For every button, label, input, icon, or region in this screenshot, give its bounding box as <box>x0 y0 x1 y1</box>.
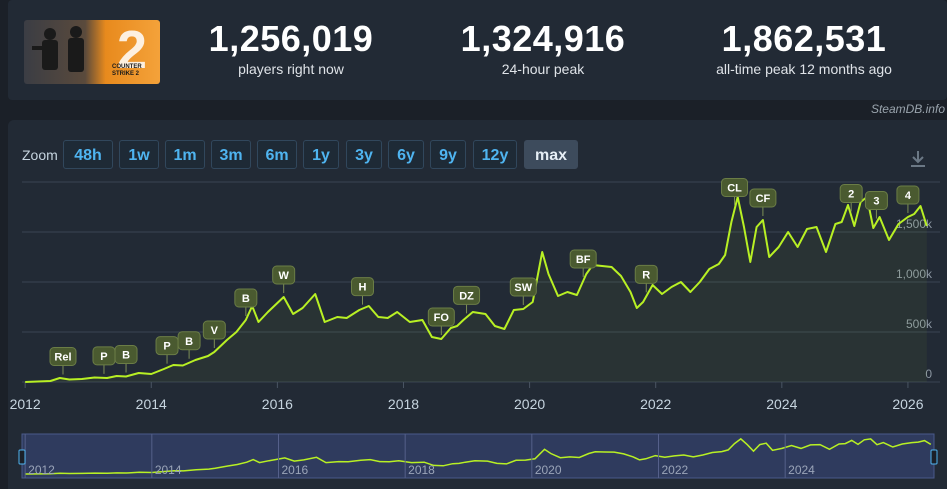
series-area <box>25 197 927 382</box>
zoom-6m-button[interactable]: 6m <box>257 140 297 169</box>
annotation-flag <box>351 277 374 297</box>
zoom-12y-button[interactable]: 12y <box>473 140 517 169</box>
annotation-label: BF <box>576 254 591 266</box>
game-logo-text: COUNTER STRIKE 2 <box>112 64 142 77</box>
zoom-1y-button[interactable]: 1y <box>303 140 339 169</box>
x-tick-label: 2026 <box>892 396 923 412</box>
annotation-flag <box>509 277 537 297</box>
series-line <box>25 196 928 383</box>
stat-current-players: 1,256,019 players right now <box>196 18 386 78</box>
zoom-6y-button[interactable]: 6y <box>388 140 424 169</box>
annotation-label: CL <box>727 183 742 195</box>
current-players-label: players right now <box>238 61 344 77</box>
range-handle-icon[interactable] <box>930 449 938 465</box>
annotation-flag <box>839 184 863 203</box>
y-tick-label: 1,000k <box>896 267 933 281</box>
annotation-flag <box>721 178 749 197</box>
stats-header: 2 COUNTER STRIKE 2 1,256,019 players rig… <box>8 0 947 100</box>
all-time-peak-label: all-time peak 12 months ago <box>716 61 892 77</box>
annotation-label: 3 <box>873 196 879 208</box>
zoom-3m-button[interactable]: 3m <box>211 140 251 169</box>
x-tick-label: 2020 <box>514 396 545 412</box>
steamdb-attribution[interactable]: SteamDB.info <box>870 102 945 116</box>
zoom-1m-button[interactable]: 1m <box>165 140 205 169</box>
annotation-flag <box>114 345 138 364</box>
x-tick-label: 2016 <box>262 396 293 412</box>
range-handle-icon[interactable] <box>18 449 26 465</box>
annotation-label: R <box>642 269 650 281</box>
zoom-3y-button[interactable]: 3y <box>346 140 382 169</box>
annotation-flag <box>634 264 658 284</box>
zoom-1w-button[interactable]: 1w <box>119 140 159 169</box>
annotation-label: DZ <box>459 290 474 302</box>
y-tick-label: 0 <box>925 367 932 381</box>
zoom-48h-button[interactable]: 48h <box>63 140 113 169</box>
y-tick-label: 1,500k <box>896 217 933 231</box>
annotation-flag <box>177 331 201 351</box>
game-logo[interactable]: 2 COUNTER STRIKE 2 <box>24 20 160 84</box>
navigator-x-tick-label: 2024 <box>788 463 815 477</box>
annotation-label: P <box>163 341 170 353</box>
annotation-flag <box>749 188 777 208</box>
stat-24h-peak: 1,324,916 24-hour peak <box>448 18 638 78</box>
x-tick-label: 2022 <box>640 396 671 412</box>
annotation-flag <box>896 185 920 205</box>
annotation-flag <box>453 285 481 305</box>
svg-text:2: 2 <box>117 20 147 80</box>
24h-peak-label: 24-hour peak <box>501 61 585 77</box>
x-tick-label: 2014 <box>136 396 167 412</box>
y-tick-label: 500k <box>906 317 933 331</box>
download-icon[interactable] <box>907 148 929 170</box>
annotation-label: CF <box>756 193 771 205</box>
navigator-x-tick-label: 2022 <box>662 463 689 477</box>
current-players-value: 1,256,019 <box>208 18 374 59</box>
x-tick-label: 2024 <box>766 396 797 412</box>
zoom-max-button[interactable]: max <box>524 140 578 169</box>
navigator-x-tick-label: 2016 <box>282 463 309 477</box>
stat-all-time-peak: 1,862,531 all-time peak 12 months ago <box>694 18 914 78</box>
navigator-x-tick-label: 2012 <box>28 463 55 477</box>
annotation-label: W <box>278 270 289 282</box>
annotation-label: FO <box>434 312 450 324</box>
annotation-label: 4 <box>905 190 912 202</box>
all-time-peak-value: 1,862,531 <box>721 18 887 59</box>
x-tick-label: 2018 <box>388 396 419 412</box>
annotation-flag <box>202 320 226 340</box>
annotation-label: B <box>122 350 130 362</box>
annotation-flag <box>427 307 455 327</box>
annotation-label: Rel <box>54 352 71 364</box>
annotation-label: B <box>242 293 250 305</box>
annotation-flag <box>864 191 888 210</box>
annotation-flag <box>234 288 258 308</box>
navigator-series-line <box>25 437 932 475</box>
zoom-label: Zoom <box>22 147 58 163</box>
annotation-label: 2 <box>848 189 854 201</box>
navigator-x-tick-label: 2018 <box>408 463 435 477</box>
navigator-x-tick-label: 2020 <box>535 463 562 477</box>
navigator-x-tick-label: 2014 <box>155 463 182 477</box>
annotation-flag <box>49 347 77 366</box>
annotation-flag <box>272 265 296 285</box>
zoom-9y-button[interactable]: 9y <box>430 140 466 169</box>
annotation-label: B <box>185 336 193 348</box>
annotation-label: H <box>359 282 367 294</box>
24h-peak-value: 1,324,916 <box>460 18 626 59</box>
annotation-label: P <box>100 351 107 363</box>
x-tick-label: 2012 <box>10 396 41 412</box>
annotation-flag <box>569 249 597 269</box>
annotation-label: SW <box>514 282 532 294</box>
annotation-label: V <box>211 325 219 337</box>
